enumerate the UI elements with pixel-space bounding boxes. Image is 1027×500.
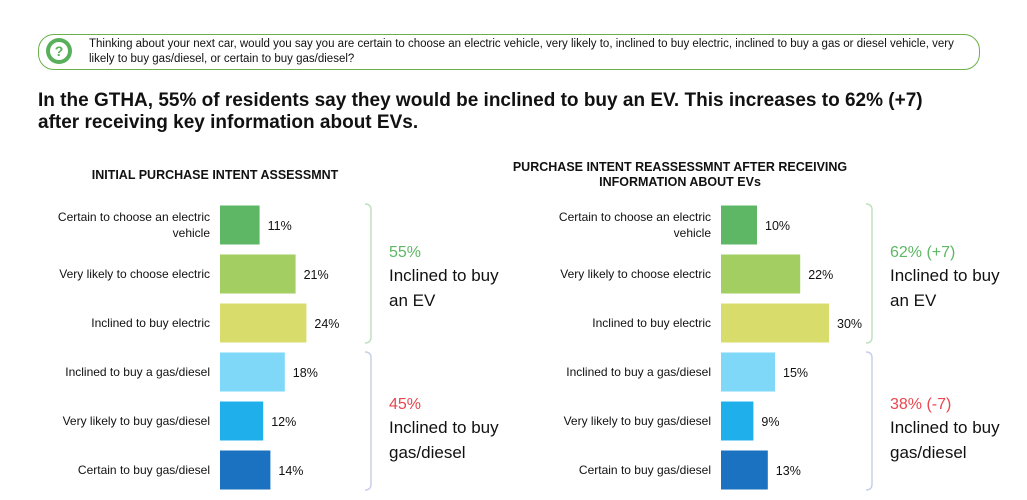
reassess-category-label-6: Certain to buy gas/diesel [579,463,711,477]
reassess-ev-bracket [865,203,873,344]
question-text: Thinking about your next car, would you … [89,38,954,65]
initial-bar-value-1: 11% [268,219,292,233]
initial-category-label-4: Inclined to buy a gas/diesel [65,365,210,379]
reassess-bar-6 [721,450,768,490]
headline: In the GTHA, 55% of residents say they w… [38,90,923,133]
initial-bar-3 [220,303,307,343]
initial-bar-value-4: 18% [293,366,318,380]
reassess-category-label-1: Certain to choose an electric vehicle [559,210,711,240]
chart-title-initial: INITIAL PURCHASE INTENT ASSESSMNT [91,168,339,182]
reassess-bar-4 [721,352,775,392]
reassess-gas-bracket [865,351,873,491]
initial-gas-bracket [364,351,372,491]
initial-category-label-1: Certain to choose an electric vehicle [58,210,210,240]
reassess-bar-3 [721,303,829,343]
reassess-bar-1 [721,205,757,245]
initial-bar-value-3: 24% [314,317,339,331]
initial-gas-summary-pct: 45% [389,396,422,413]
initial-bar-value-5: 12% [271,415,296,429]
initial-bar-5 [220,401,264,441]
reassess-bar-value-4: 15% [783,366,808,380]
reassess-bar-value-1: 10% [765,219,790,233]
initial-category-label-2: Very likely to choose electric [59,267,210,281]
initial-category-label-5: Very likely to buy gas/diesel [63,414,210,428]
question-icon: ? [46,38,72,64]
initial-ev-summary-text: Inclined to buy an EV [389,266,499,310]
initial-category-label-6: Certain to buy gas/diesel [78,463,210,477]
reassess-ev-summary-text: Inclined to buy an EV [890,266,1000,310]
reassess-category-label-2: Very likely to choose electric [560,267,711,281]
reassess-gas-summary-text: Inclined to buy gas/diesel [890,418,1000,462]
reassess-category-label-3: Inclined to buy electric [592,316,711,330]
initial-ev-summary-pct: 55% [389,244,422,261]
initial-bar-value-2: 21% [304,268,329,282]
initial-bar-1 [220,205,260,245]
reassess-bar-value-6: 13% [776,464,801,478]
initial-ev-bracket [364,203,372,344]
reassess-bar-value-5: 9% [761,415,779,429]
chart-title-reassessment: PURCHASE INTENT REASSESSMNT AFTER RECEIV… [512,160,848,189]
initial-bar-value-6: 14% [278,464,303,478]
initial-bar-4 [220,352,285,392]
initial-bar-6 [220,450,271,490]
reassess-gas-summary-pct: 38% (-7) [890,396,952,413]
reassess-category-label-5: Very likely to buy gas/diesel [564,414,711,428]
reassess-bar-2 [721,254,801,294]
initial-category-label-3: Inclined to buy electric [91,316,210,330]
reassess-bar-value-3: 30% [837,317,862,331]
reassess-bar-5 [721,401,754,441]
reassess-bar-value-2: 22% [808,268,833,282]
initial-gas-summary-text: Inclined to buy gas/diesel [389,418,499,462]
initial-bar-2 [220,254,296,294]
question-box [38,34,980,70]
reassess-category-label-4: Inclined to buy a gas/diesel [566,365,711,379]
reassess-ev-summary-pct: 62% (+7) [890,244,956,261]
